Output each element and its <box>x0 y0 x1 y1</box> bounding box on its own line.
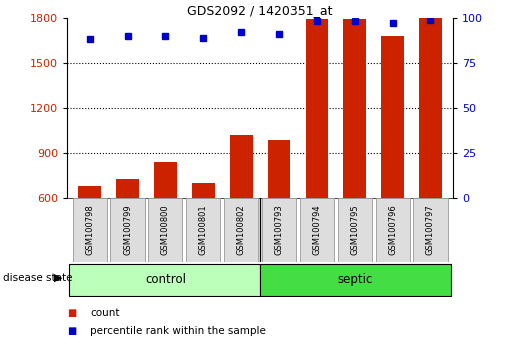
Text: control: control <box>145 273 186 286</box>
Bar <box>78 186 101 198</box>
Title: GDS2092 / 1420351_at: GDS2092 / 1420351_at <box>187 4 333 17</box>
Bar <box>268 139 290 198</box>
Text: ▶: ▶ <box>54 273 63 283</box>
Text: GSM100800: GSM100800 <box>161 205 170 256</box>
Text: GSM100796: GSM100796 <box>388 205 397 256</box>
Bar <box>381 36 404 198</box>
Bar <box>111 198 145 262</box>
Bar <box>73 198 107 262</box>
Text: ■: ■ <box>67 326 76 336</box>
Text: disease state: disease state <box>3 273 72 283</box>
Bar <box>300 198 334 262</box>
Bar <box>338 198 372 262</box>
Text: GSM100797: GSM100797 <box>426 205 435 256</box>
Text: GSM100801: GSM100801 <box>199 205 208 256</box>
Bar <box>148 198 182 262</box>
Bar <box>419 18 442 198</box>
Bar <box>230 135 252 198</box>
Text: GSM100802: GSM100802 <box>236 205 246 256</box>
Text: GSM100794: GSM100794 <box>313 205 321 256</box>
Text: GSM100795: GSM100795 <box>350 205 359 256</box>
Bar <box>186 198 220 262</box>
Bar <box>69 264 260 296</box>
Text: count: count <box>90 308 119 318</box>
Bar <box>192 183 215 198</box>
Bar <box>154 162 177 198</box>
Bar <box>260 264 451 296</box>
Text: GSM100793: GSM100793 <box>274 205 284 256</box>
Text: percentile rank within the sample: percentile rank within the sample <box>90 326 266 336</box>
Bar <box>262 198 296 262</box>
Bar <box>305 19 328 198</box>
Bar <box>375 198 409 262</box>
Bar <box>414 198 448 262</box>
Text: GSM100798: GSM100798 <box>85 205 94 256</box>
Text: ■: ■ <box>67 308 76 318</box>
Text: GSM100799: GSM100799 <box>123 205 132 256</box>
Text: septic: septic <box>337 273 372 286</box>
Bar <box>344 19 366 198</box>
Bar <box>116 179 139 198</box>
Bar <box>224 198 258 262</box>
